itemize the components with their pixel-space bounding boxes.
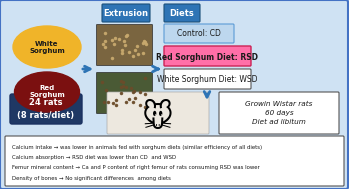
Text: Extrusion: Extrusion — [104, 9, 149, 19]
Ellipse shape — [15, 72, 80, 112]
Text: White Sorghum Diet: WSD: White Sorghum Diet: WSD — [157, 74, 257, 84]
Text: Density of bones → No significant differences  among diets: Density of bones → No significant differ… — [12, 176, 171, 181]
Text: Red Sorghum Diet: RSD: Red Sorghum Diet: RSD — [156, 53, 258, 61]
Text: Red
Sorghum: Red Sorghum — [29, 85, 65, 98]
Text: White
Sorghum: White Sorghum — [29, 40, 65, 53]
Ellipse shape — [13, 26, 81, 68]
Text: Femur mineral content → Ca and P content of right femur of rats consuming RSD wa: Femur mineral content → Ca and P content… — [12, 166, 260, 170]
Text: Growin Wistar rats
60 days
Diet ad libitum: Growin Wistar rats 60 days Diet ad libit… — [245, 101, 313, 125]
FancyBboxPatch shape — [107, 92, 209, 134]
Text: 24 rats
(8 rats/diet): 24 rats (8 rats/diet) — [17, 98, 75, 120]
Text: Calcium absorption → RSD diet was lower than CD  and WSD: Calcium absorption → RSD diet was lower … — [12, 155, 176, 160]
Text: Calcium intake → was lower in animals fed with sorghum diets (similar efficiency: Calcium intake → was lower in animals fe… — [12, 145, 262, 149]
FancyBboxPatch shape — [164, 46, 251, 66]
FancyBboxPatch shape — [219, 92, 339, 134]
Text: Control: CD: Control: CD — [177, 29, 221, 39]
Text: 🐭: 🐭 — [142, 103, 174, 133]
Text: Diets: Diets — [170, 9, 194, 19]
FancyBboxPatch shape — [5, 136, 344, 186]
FancyBboxPatch shape — [164, 69, 251, 89]
FancyBboxPatch shape — [102, 4, 150, 22]
FancyBboxPatch shape — [164, 24, 234, 43]
FancyBboxPatch shape — [97, 73, 153, 114]
FancyBboxPatch shape — [10, 94, 82, 124]
FancyBboxPatch shape — [164, 4, 200, 22]
FancyBboxPatch shape — [97, 25, 153, 66]
